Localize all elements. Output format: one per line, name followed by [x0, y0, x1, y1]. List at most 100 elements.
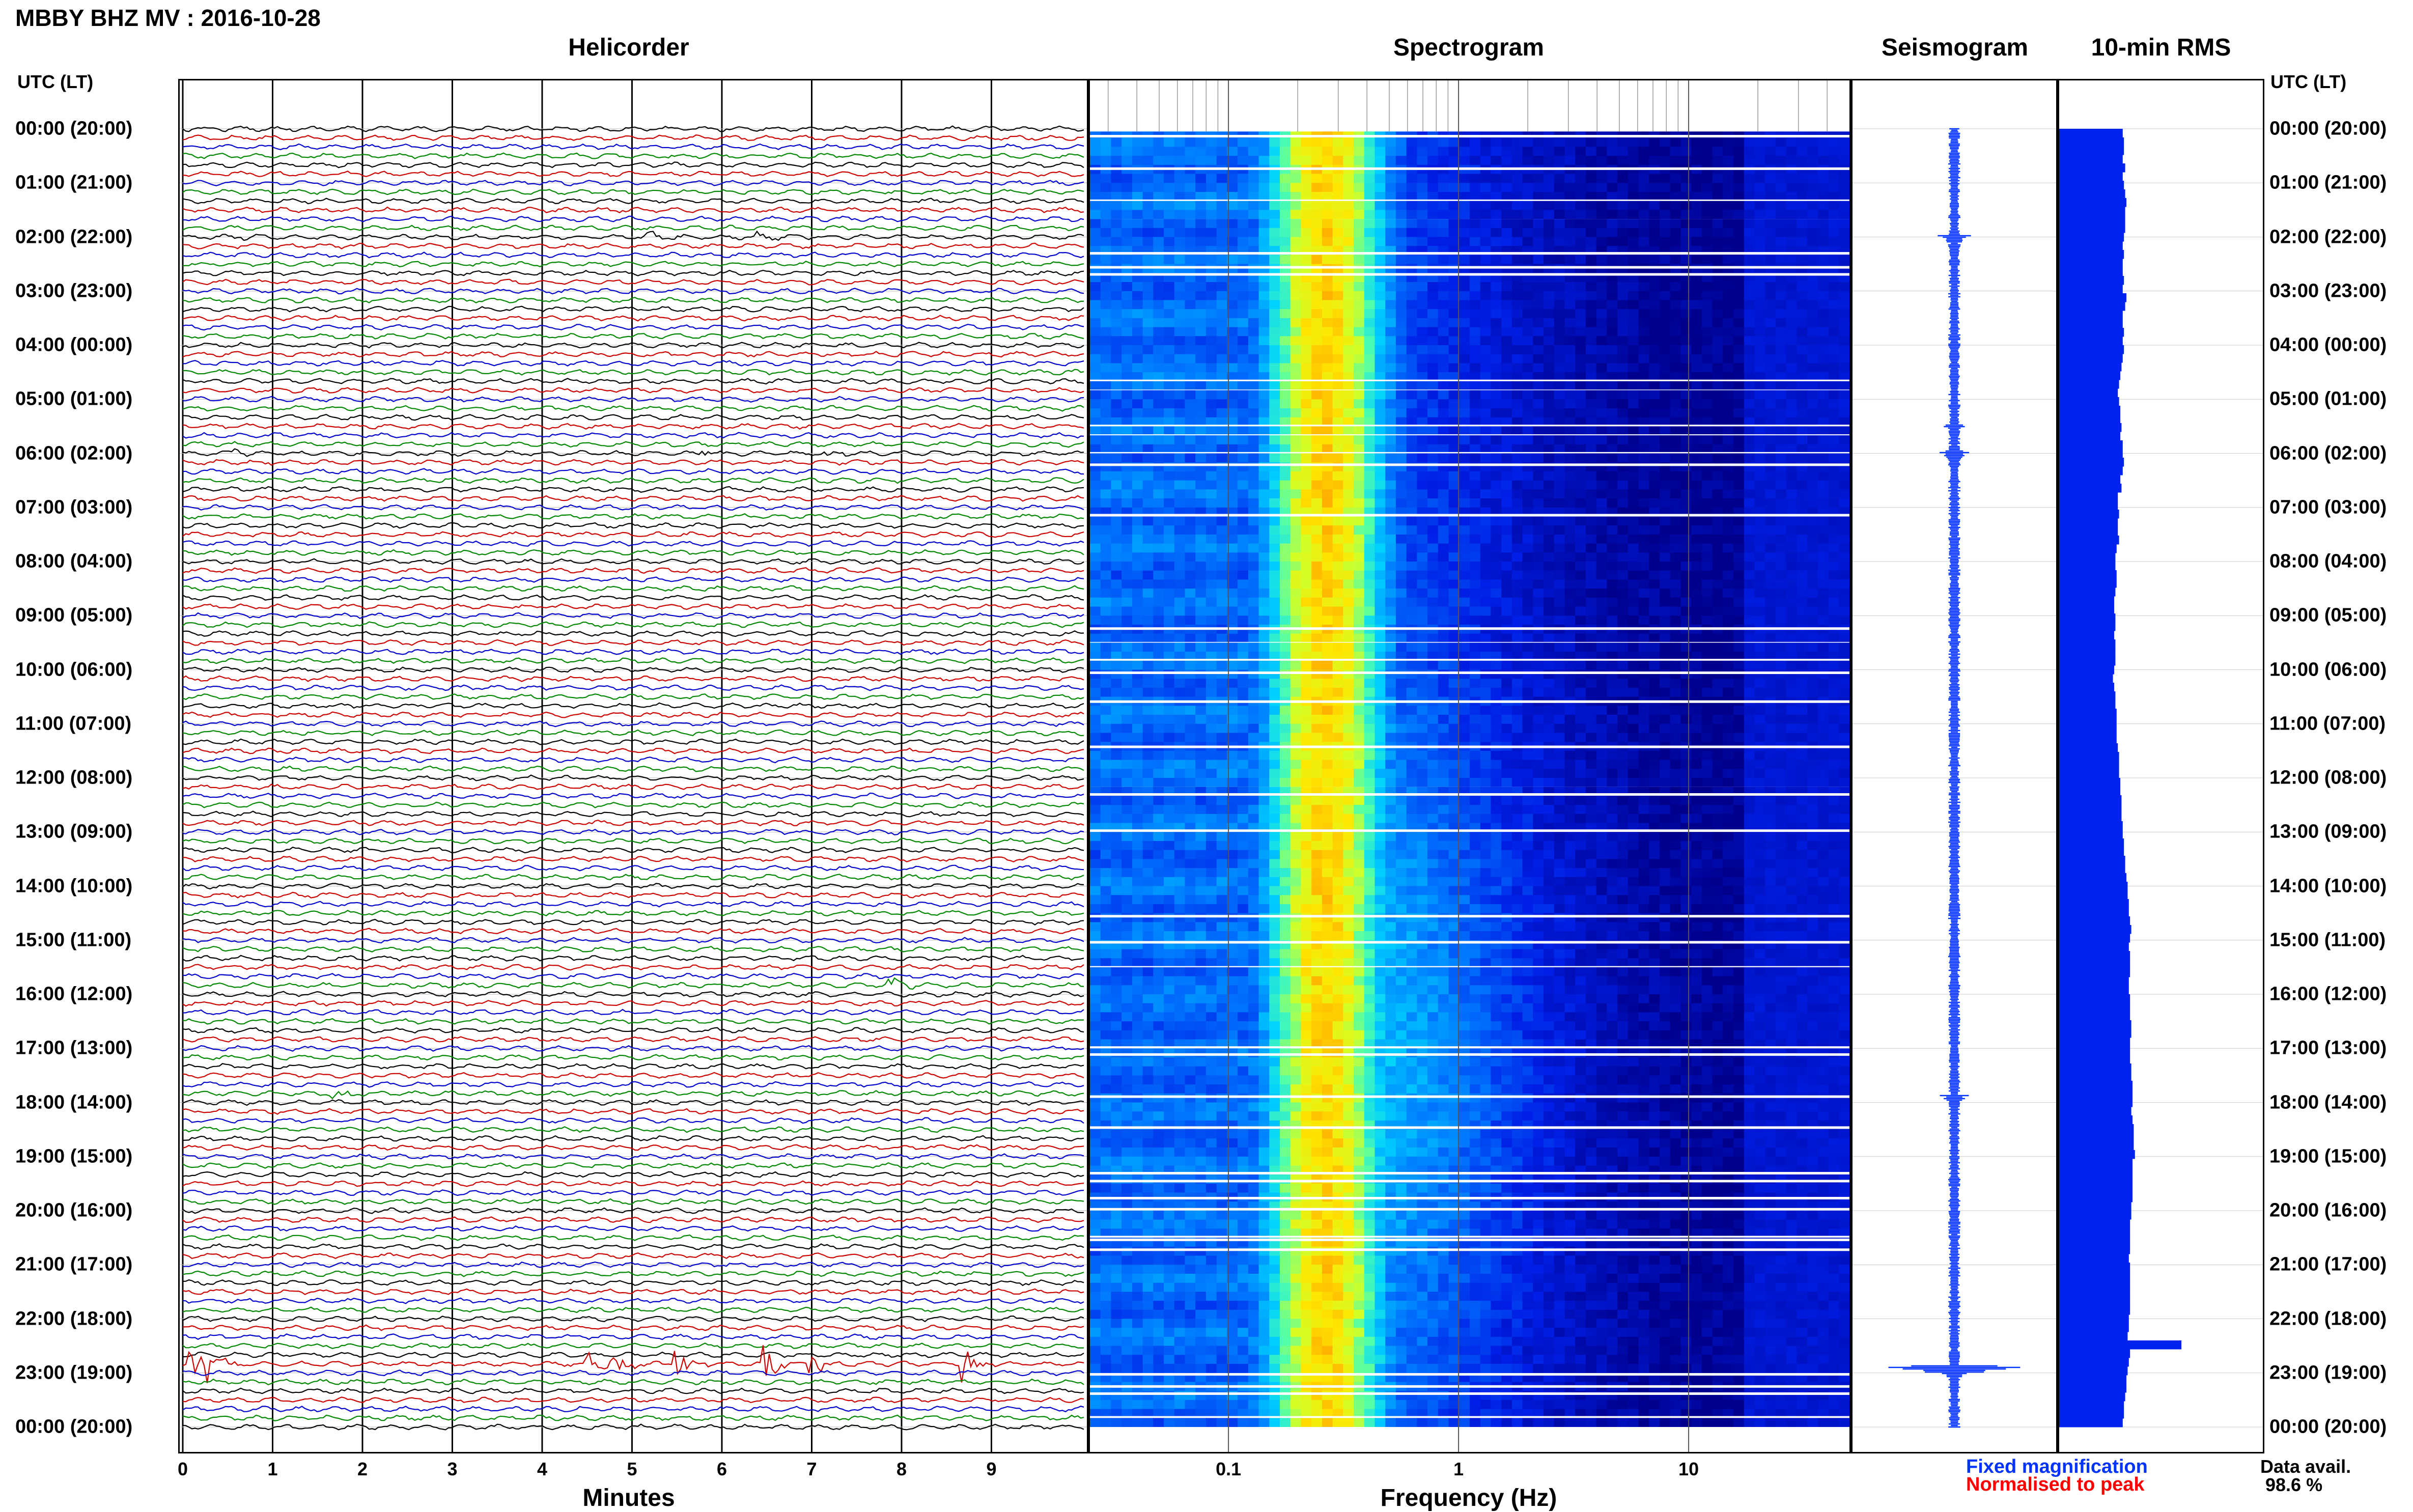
spectrogram-cell: [1164, 147, 1174, 156]
spectrogram-cell: [1206, 426, 1217, 435]
spectrogram-cell: [1375, 201, 1386, 210]
spectrogram-cell: [1470, 282, 1480, 291]
spectrogram-cell: [1290, 300, 1301, 310]
spectrogram-cell: [1354, 571, 1364, 580]
spectrogram-cell: [1554, 363, 1565, 372]
spectrogram-cell: [1755, 670, 1765, 679]
spectrogram-cell: [1797, 661, 1807, 670]
spectrogram-cell: [1491, 210, 1501, 219]
spectrogram-cell: [1259, 688, 1270, 697]
spectrogram-cell: [1628, 544, 1639, 553]
spectrogram-cell: [1364, 237, 1375, 246]
spectrogram-cell: [1195, 552, 1206, 562]
spectrogram-cell: [1670, 598, 1681, 607]
spectrogram-cell: [1185, 300, 1196, 310]
spectrogram-panel: [1088, 79, 1851, 1453]
spectrogram-cell: [1385, 525, 1396, 535]
spectrogram-cell: [1639, 300, 1649, 310]
spectrogram-cell: [1607, 201, 1617, 210]
spectrogram-cell: [1385, 300, 1396, 310]
spectrogram-cell: [1354, 219, 1364, 228]
spectrogram-cell: [1248, 435, 1259, 444]
spectrogram-cell: [1523, 237, 1533, 246]
spectrogram-cell: [1786, 706, 1797, 715]
spectrogram-cell: [1776, 679, 1786, 688]
spectrogram-cell: [1575, 525, 1586, 535]
spectrogram-cell: [1691, 661, 1702, 670]
spectrogram-cell: [1512, 544, 1523, 553]
spectrogram-cell: [1375, 634, 1386, 643]
helicorder-trace: [183, 207, 1084, 213]
helicorder-trace: [183, 604, 1084, 609]
spectrogram-cell: [1427, 183, 1438, 192]
spectrogram-cell: [1596, 255, 1607, 264]
spectrogram-cell: [1396, 562, 1407, 571]
spectrogram-cell: [1396, 579, 1407, 589]
spectrogram-cell: [1829, 679, 1839, 688]
helicorder-trace: [183, 162, 1084, 167]
spectrogram-cell: [1713, 552, 1723, 562]
spectrogram-cell: [1153, 255, 1164, 264]
spectrogram-cell: [1818, 138, 1829, 147]
spectrogram-cell: [1554, 688, 1565, 697]
spectrogram-cell: [1533, 562, 1544, 571]
spectrogram-cell: [1649, 318, 1660, 327]
spectrogram-cell: [1607, 309, 1617, 318]
spectrogram-cell: [1680, 489, 1691, 498]
spectrogram-cell: [1132, 435, 1143, 444]
spectrogram-cell: [1839, 138, 1849, 147]
helicorder-trace: [183, 757, 1084, 763]
spectrogram-cell: [1691, 471, 1702, 481]
spectrogram-cell: [1691, 615, 1702, 625]
helicorder-trace: [183, 739, 1084, 745]
spectrogram-cell: [1533, 363, 1544, 372]
spectrogram-cell: [1501, 489, 1512, 498]
spectrogram-cell: [1776, 579, 1786, 589]
spectrogram-cell: [1090, 291, 1101, 300]
spectrogram-cell: [1786, 525, 1797, 535]
spectrogram-cell: [1238, 571, 1248, 580]
spectrogram-cell: [1586, 219, 1596, 228]
spectrogram-cell: [1501, 201, 1512, 210]
spectrogram-cell: [1523, 363, 1533, 372]
spectrogram-cell: [1322, 679, 1333, 688]
spectrogram-cell: [1480, 210, 1491, 219]
spectrogram-cell: [1132, 552, 1143, 562]
spectrogram-cell: [1680, 174, 1691, 183]
spectrogram-cell: [1385, 255, 1396, 264]
spectrogram-cell: [1755, 237, 1765, 246]
spectrogram-cell: [1259, 670, 1270, 679]
spectrogram-cell: [1427, 228, 1438, 237]
spectrogram-cell: [1797, 156, 1807, 165]
spectrogram-cell: [1111, 481, 1121, 490]
spectrogram-cell: [1755, 517, 1765, 526]
spectrogram-cell: [1417, 147, 1427, 156]
spectrogram-cell: [1565, 309, 1576, 318]
spectrogram-cell: [1101, 562, 1111, 571]
spectrogram-cell: [1829, 318, 1839, 327]
spectrogram-cell: [1185, 471, 1196, 481]
spectrogram-cell: [1269, 345, 1280, 354]
spectrogram-cell: [1491, 183, 1501, 192]
spectrogram-cell: [1438, 607, 1449, 616]
spectrogram-cell: [1744, 454, 1755, 463]
spectrogram-cell: [1259, 552, 1270, 562]
spectrogram-cell: [1639, 318, 1649, 327]
spectrogram-cell: [1343, 300, 1354, 310]
spectrogram-cell: [1649, 571, 1660, 580]
spectrogram-cell: [1733, 552, 1744, 562]
spectrogram-cell: [1617, 381, 1628, 390]
spectrogram-cell: [1385, 336, 1396, 345]
spectrogram-cell: [1554, 282, 1565, 291]
spectrogram-cell: [1491, 471, 1501, 481]
spectrogram-cell: [1649, 489, 1660, 498]
spectrogram-cell: [1691, 562, 1702, 571]
time-label-right: 02:00 (22:00): [2269, 226, 2387, 248]
spectrogram-cell: [1164, 309, 1174, 318]
time-label-left: 05:00 (01:00): [15, 388, 132, 410]
spectrogram-cell: [1491, 607, 1501, 616]
spectrogram-cell: [1364, 228, 1375, 237]
spectrogram-cell: [1385, 471, 1396, 481]
spectrogram-cell: [1533, 210, 1544, 219]
spectrogram-cell: [1586, 661, 1596, 670]
